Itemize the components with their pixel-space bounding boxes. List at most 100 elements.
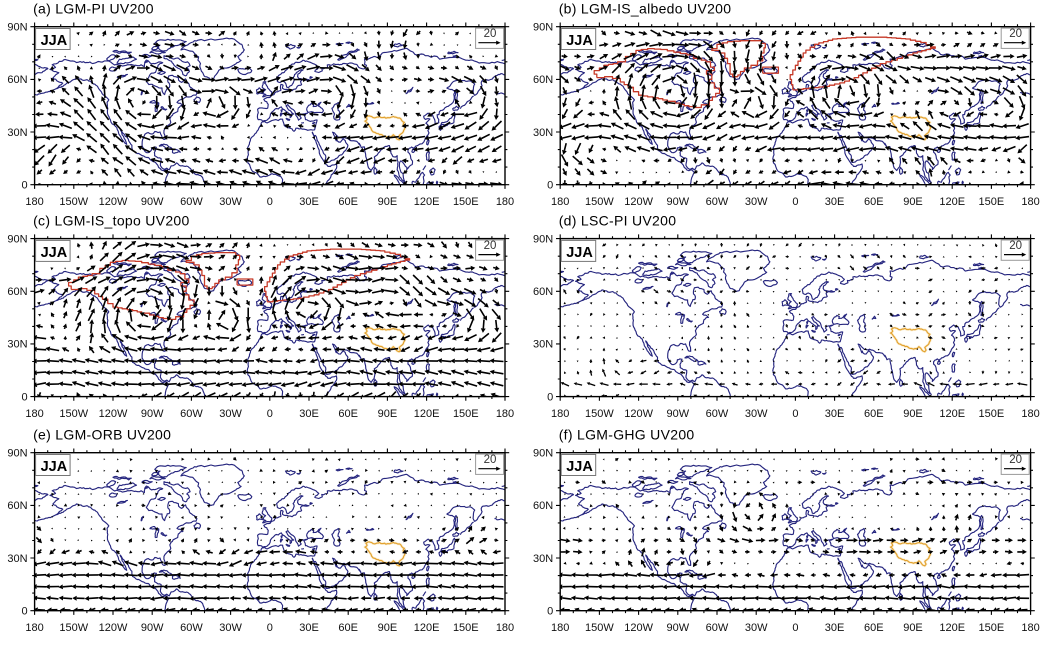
svg-text:120E: 120E: [939, 196, 965, 208]
svg-text:60N: 60N: [533, 286, 553, 298]
svg-text:60N: 60N: [7, 74, 27, 86]
svg-text:60W: 60W: [180, 622, 203, 634]
svg-text:150E: 150E: [453, 622, 479, 634]
svg-text:0: 0: [792, 196, 798, 208]
svg-text:90E: 90E: [378, 408, 398, 420]
svg-text:90N: 90N: [7, 448, 27, 460]
svg-text:30W: 30W: [745, 622, 768, 634]
svg-text:(c) LGM-IS_topo UV200: (c) LGM-IS_topo UV200: [33, 213, 189, 229]
svg-text:120E: 120E: [939, 622, 965, 634]
svg-text:90W: 90W: [666, 408, 689, 420]
svg-text:(a) LGM-PI UV200: (a) LGM-PI UV200: [33, 1, 154, 17]
svg-text:30E: 30E: [299, 408, 319, 420]
svg-text:JJA: JJA: [566, 245, 593, 261]
svg-text:(e) LGM-ORB UV200: (e) LGM-ORB UV200: [33, 427, 171, 443]
svg-text:60W: 60W: [706, 408, 729, 420]
svg-text:60E: 60E: [864, 196, 884, 208]
svg-text:90W: 90W: [666, 196, 689, 208]
svg-text:30E: 30E: [825, 408, 845, 420]
svg-text:30N: 30N: [7, 127, 27, 139]
svg-text:90W: 90W: [141, 622, 164, 634]
svg-text:30E: 30E: [299, 196, 319, 208]
svg-text:150W: 150W: [59, 196, 88, 208]
svg-text:150W: 150W: [585, 196, 614, 208]
svg-text:30W: 30W: [219, 196, 242, 208]
svg-text:90E: 90E: [903, 622, 923, 634]
svg-text:0: 0: [267, 408, 273, 420]
svg-text:180: 180: [551, 408, 569, 420]
svg-text:120W: 120W: [624, 622, 653, 634]
svg-text:60E: 60E: [338, 622, 358, 634]
svg-text:120W: 120W: [99, 408, 128, 420]
svg-text:150E: 150E: [979, 408, 1005, 420]
svg-text:60N: 60N: [7, 286, 27, 298]
svg-text:180: 180: [551, 622, 569, 634]
svg-text:30N: 30N: [533, 127, 553, 139]
svg-text:0: 0: [792, 622, 798, 634]
svg-text:30W: 30W: [745, 196, 768, 208]
svg-text:120W: 120W: [624, 408, 653, 420]
svg-text:30E: 30E: [299, 622, 319, 634]
svg-text:30N: 30N: [533, 339, 553, 351]
svg-text:180: 180: [25, 196, 43, 208]
svg-text:0: 0: [21, 180, 27, 192]
svg-text:20: 20: [484, 240, 497, 252]
svg-text:(b) LGM-IS_albedo UV200: (b) LGM-IS_albedo UV200: [559, 1, 732, 17]
svg-text:150W: 150W: [59, 408, 88, 420]
svg-text:20: 20: [1009, 454, 1022, 466]
svg-text:90E: 90E: [378, 196, 398, 208]
svg-text:150W: 150W: [59, 622, 88, 634]
svg-text:150E: 150E: [979, 622, 1005, 634]
svg-text:30W: 30W: [219, 408, 242, 420]
svg-text:90N: 90N: [533, 448, 553, 460]
svg-text:JJA: JJA: [566, 459, 593, 475]
svg-text:30E: 30E: [825, 622, 845, 634]
svg-text:120E: 120E: [414, 196, 440, 208]
svg-text:180: 180: [1021, 622, 1039, 634]
svg-text:JJA: JJA: [566, 33, 593, 49]
svg-text:30W: 30W: [745, 408, 768, 420]
svg-text:30W: 30W: [219, 622, 242, 634]
svg-text:60E: 60E: [864, 408, 884, 420]
svg-text:120W: 120W: [99, 196, 128, 208]
svg-text:0: 0: [547, 180, 553, 192]
svg-text:150E: 150E: [453, 196, 479, 208]
svg-text:JJA: JJA: [41, 459, 68, 475]
svg-text:150E: 150E: [979, 196, 1005, 208]
svg-text:180: 180: [551, 196, 569, 208]
svg-text:90W: 90W: [141, 408, 164, 420]
svg-text:0: 0: [547, 391, 553, 403]
svg-text:60W: 60W: [706, 196, 729, 208]
svg-text:90N: 90N: [7, 22, 27, 34]
svg-text:(f) LGM-GHG UV200: (f) LGM-GHG UV200: [559, 427, 695, 443]
svg-text:30N: 30N: [7, 339, 27, 351]
svg-text:0: 0: [21, 606, 27, 618]
svg-text:20: 20: [1009, 240, 1022, 252]
svg-text:120E: 120E: [939, 408, 965, 420]
svg-text:150W: 150W: [585, 408, 614, 420]
svg-text:60W: 60W: [180, 196, 203, 208]
svg-text:60E: 60E: [338, 196, 358, 208]
svg-text:120W: 120W: [99, 622, 128, 634]
svg-text:180: 180: [1021, 196, 1039, 208]
svg-text:90E: 90E: [903, 408, 923, 420]
svg-text:90N: 90N: [7, 233, 27, 245]
svg-text:60N: 60N: [7, 500, 27, 512]
svg-text:150W: 150W: [585, 622, 614, 634]
svg-text:180: 180: [1021, 408, 1039, 420]
svg-text:120E: 120E: [414, 622, 440, 634]
svg-text:90E: 90E: [903, 196, 923, 208]
svg-text:0: 0: [792, 408, 798, 420]
svg-text:60W: 60W: [706, 622, 729, 634]
svg-text:90W: 90W: [666, 622, 689, 634]
svg-text:90N: 90N: [533, 22, 553, 34]
svg-text:0: 0: [547, 606, 553, 618]
svg-text:30E: 30E: [825, 196, 845, 208]
svg-text:30N: 30N: [7, 553, 27, 565]
svg-text:180: 180: [496, 622, 514, 634]
svg-text:150E: 150E: [453, 408, 479, 420]
svg-text:30N: 30N: [533, 553, 553, 565]
svg-text:180: 180: [25, 622, 43, 634]
svg-text:0: 0: [267, 622, 273, 634]
svg-text:60W: 60W: [180, 408, 203, 420]
